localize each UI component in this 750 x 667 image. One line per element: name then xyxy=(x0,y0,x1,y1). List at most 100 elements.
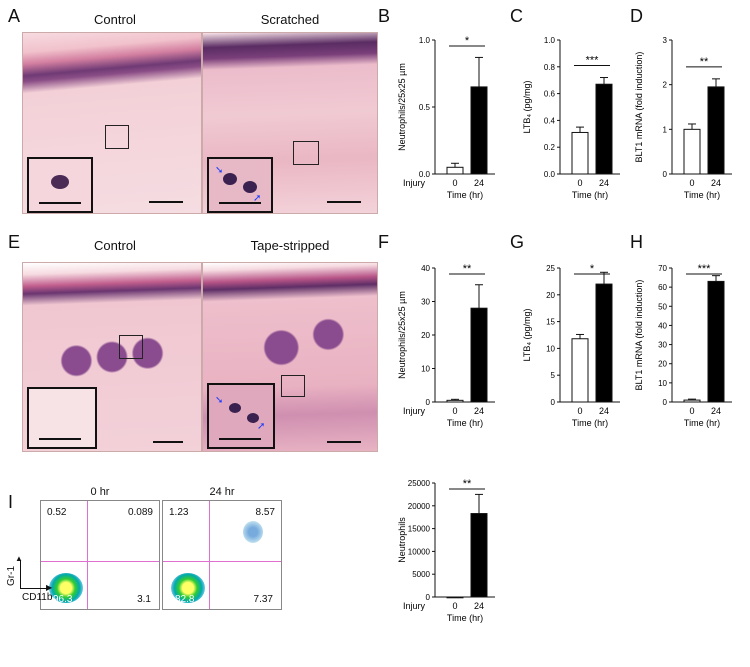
injury-row-label: Injury xyxy=(403,178,426,188)
roi-box xyxy=(105,125,129,149)
quadrant-ul: 0.52 xyxy=(47,507,67,518)
arrow-right-icon: ▶ xyxy=(46,583,53,592)
panel-e-title-tape-stripped: Tape-stripped xyxy=(250,238,330,253)
significance-marker: ** xyxy=(700,56,709,68)
bar xyxy=(571,131,589,175)
y-tick-label: 0 xyxy=(426,398,431,407)
y-tick-label: 0 xyxy=(551,398,556,407)
y-tick-label: 10 xyxy=(546,344,555,353)
x-tick-label: 24 xyxy=(474,601,484,611)
y-tick-label: 20 xyxy=(546,291,555,300)
histology-image-a-control xyxy=(22,32,202,214)
panel-letter-c: C xyxy=(510,6,523,26)
x-tick-label: 0 xyxy=(452,178,457,188)
injury-row-label: Injury xyxy=(403,601,426,611)
y-tick-label: 20 xyxy=(658,360,667,369)
bar xyxy=(707,280,725,403)
x-tick-label: 24 xyxy=(474,178,484,188)
neutrophil-nucleus xyxy=(51,175,69,189)
scale-bar xyxy=(327,441,361,443)
x-tick-label: 0 xyxy=(577,406,582,416)
injury-row-label: Injury xyxy=(403,406,426,416)
x-tick-label: 0 xyxy=(689,406,694,416)
bar xyxy=(683,399,701,403)
bar xyxy=(470,513,488,598)
scale-bar xyxy=(149,201,183,203)
panel-letter-e: E xyxy=(8,232,21,252)
y-tick-label: 0.0 xyxy=(544,170,556,179)
x-axis-label: Time (hr) xyxy=(572,190,608,200)
significance-marker: * xyxy=(465,35,470,47)
scale-bar xyxy=(327,201,361,203)
inset-magnified: ➘ ➚ xyxy=(207,157,273,213)
x-tick-label: 0 xyxy=(577,178,582,188)
y-tick-label: 20 xyxy=(421,331,430,340)
y-tick-label: 40 xyxy=(658,321,667,330)
y-tick-label: 1 xyxy=(663,125,668,134)
y-tick-label: 0.0 xyxy=(419,170,431,179)
y-tick-label: 0.4 xyxy=(544,116,556,125)
significance-marker: ** xyxy=(463,263,472,275)
bar xyxy=(683,128,701,175)
y-tick-label: 0.5 xyxy=(419,103,431,112)
x-tick-label: 24 xyxy=(711,178,721,188)
x-tick-label: 0 xyxy=(689,178,694,188)
bar xyxy=(571,338,589,403)
y-axis-label: Neutrophils/25x25 µm xyxy=(397,63,407,151)
significance-marker: ** xyxy=(463,478,472,490)
quadrant-ll: 82.8 xyxy=(175,594,195,605)
y-tick-label: 0 xyxy=(663,170,668,179)
panel-letter-d: D xyxy=(630,6,643,26)
histology-image-a-scratched: ➘ ➚ xyxy=(202,32,378,214)
bar xyxy=(707,86,725,175)
y-tick-label: 0 xyxy=(663,398,668,407)
flow-title-24hr: 24 hr xyxy=(209,486,235,498)
bar xyxy=(595,83,613,175)
panel-letter-a: A xyxy=(8,6,21,26)
y-axis-label: LTB₄ (pg/mg) xyxy=(522,80,532,133)
y-axis-label: BLT1 mRNA (fold induction) xyxy=(634,280,644,391)
arrow-icon: ➘ xyxy=(215,165,224,176)
y-tick-label: 5 xyxy=(551,371,556,380)
y-tick-label: 25000 xyxy=(408,479,431,488)
quadrant-ll: 96.3 xyxy=(53,594,73,605)
cell-population-density xyxy=(49,573,83,603)
y-tick-label: 10 xyxy=(658,379,667,388)
y-tick-label: 15 xyxy=(546,318,555,327)
x-axis-label: Time (hr) xyxy=(447,613,483,623)
y-tick-label: 10 xyxy=(421,365,430,374)
panel-letter-i: I xyxy=(8,492,14,512)
y-tick-label: 60 xyxy=(658,283,667,292)
scale-bar xyxy=(153,441,183,443)
y-tick-label: 5000 xyxy=(412,570,430,579)
quadrant-lr: 3.1 xyxy=(137,594,151,605)
y-tick-label: 1.0 xyxy=(419,36,431,45)
flow-title-0hr: 0 hr xyxy=(90,486,110,498)
y-axis-arrow xyxy=(20,560,21,588)
significance-marker: * xyxy=(590,263,595,275)
flow-plot-0hr: 0.52 0.089 3.1 96.3 xyxy=(40,500,160,610)
y-tick-label: 0.2 xyxy=(544,143,556,152)
y-axis-label: LTB₄ (pg/mg) xyxy=(522,308,532,361)
panel-letter-g: G xyxy=(510,232,525,252)
x-tick-label: 24 xyxy=(599,406,609,416)
y-axis-label: Neutrophils/25x25 µm xyxy=(397,291,407,379)
quadrant-ur: 0.089 xyxy=(127,507,153,518)
y-tick-label: 30 xyxy=(658,341,667,350)
bar xyxy=(470,307,488,403)
histology-image-e-tape-stripped: ➘ ➚ xyxy=(202,262,378,452)
y-tick-label: 20000 xyxy=(408,502,431,511)
panel-letter-f: F xyxy=(378,232,389,252)
inset-magnified xyxy=(27,387,97,449)
quadrant-ur: 8.57 xyxy=(255,507,275,518)
flow-x-axis-label: CD11b xyxy=(22,592,53,603)
roi-box xyxy=(293,141,319,165)
x-tick-label: 0 xyxy=(452,406,457,416)
y-tick-label: 30 xyxy=(421,298,430,307)
x-tick-label: 24 xyxy=(711,406,721,416)
x-axis-label: Time (hr) xyxy=(572,418,608,428)
bar xyxy=(446,596,464,599)
x-tick-label: 24 xyxy=(599,178,609,188)
y-axis-label: Neutrophils xyxy=(397,517,407,563)
significance-marker: *** xyxy=(586,55,600,67)
